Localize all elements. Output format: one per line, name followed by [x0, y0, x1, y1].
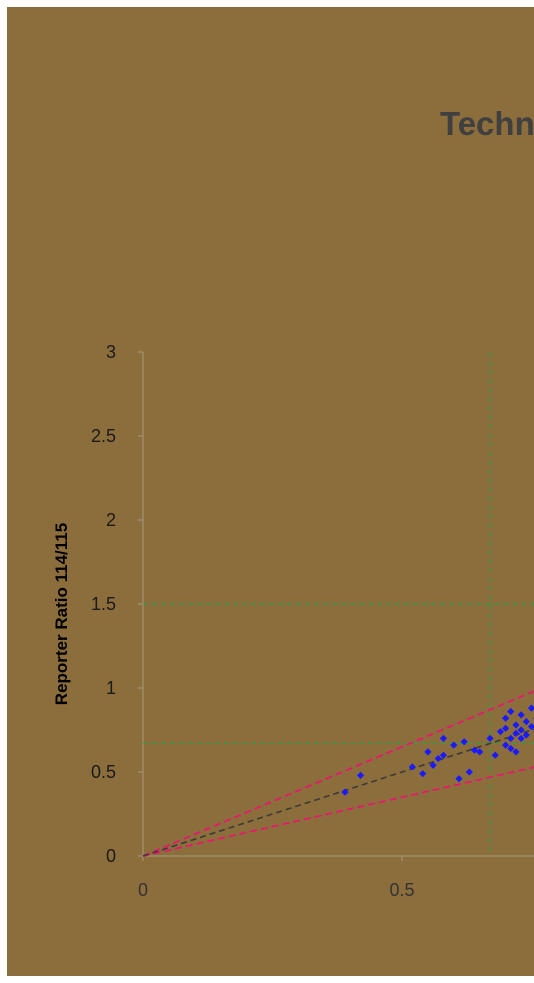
data-point	[419, 770, 427, 778]
data-point	[486, 734, 494, 742]
data-point	[502, 741, 510, 749]
data-point	[408, 763, 416, 771]
data-point	[502, 714, 510, 722]
data-point	[502, 724, 510, 732]
y-tick-label: 2	[106, 510, 116, 530]
data-point	[476, 748, 484, 756]
chart-area: Techn 0 0.5 1 1.5 2 2.5 3 0 0.5 Reporter Ratio 11…	[7, 7, 534, 976]
plot-svg: 0 0.5 1 1.5 2 2.5 3 0 0.5 Reporter Ratio 114/115	[52, 342, 534, 900]
y-tick-label: 0.5	[91, 762, 116, 782]
data-point	[512, 729, 520, 737]
data-point	[450, 741, 458, 749]
data-point	[517, 734, 525, 742]
data-point	[460, 738, 468, 746]
y-tick-label: 1	[106, 678, 116, 698]
data-point	[434, 754, 442, 763]
x-tick-label: 0.5	[389, 880, 414, 900]
data-point	[439, 734, 448, 742]
data-point	[512, 748, 520, 756]
data-point	[517, 711, 525, 719]
data-point	[522, 731, 530, 739]
bound-line	[142, 766, 534, 857]
data-point	[507, 734, 515, 742]
data-point	[470, 746, 479, 754]
data-point	[507, 707, 515, 716]
bound-line	[142, 690, 534, 857]
y-tick-label: 0	[106, 846, 116, 866]
data-point	[429, 761, 437, 769]
data-point	[439, 751, 448, 759]
data-point	[455, 775, 463, 783]
data-point	[496, 728, 505, 736]
data-point	[356, 771, 365, 779]
y-axis-title: Reporter Ratio 114/115	[52, 523, 71, 705]
fit-line	[142, 728, 534, 857]
data-point	[341, 788, 349, 796]
data-point	[522, 718, 530, 726]
chart-title: Techn	[440, 105, 534, 142]
y-tick-label: 3	[106, 342, 116, 362]
data-point	[527, 704, 534, 712]
data-point	[465, 768, 473, 776]
data-point	[512, 721, 520, 729]
data-point	[517, 726, 525, 734]
data-point	[491, 751, 499, 759]
data-point	[424, 748, 432, 756]
y-tick-label: 1.5	[91, 594, 116, 614]
y-tick-label: 2.5	[91, 426, 116, 446]
data-point	[527, 723, 534, 731]
data-point	[507, 744, 515, 753]
x-tick-label: 0	[138, 880, 148, 900]
